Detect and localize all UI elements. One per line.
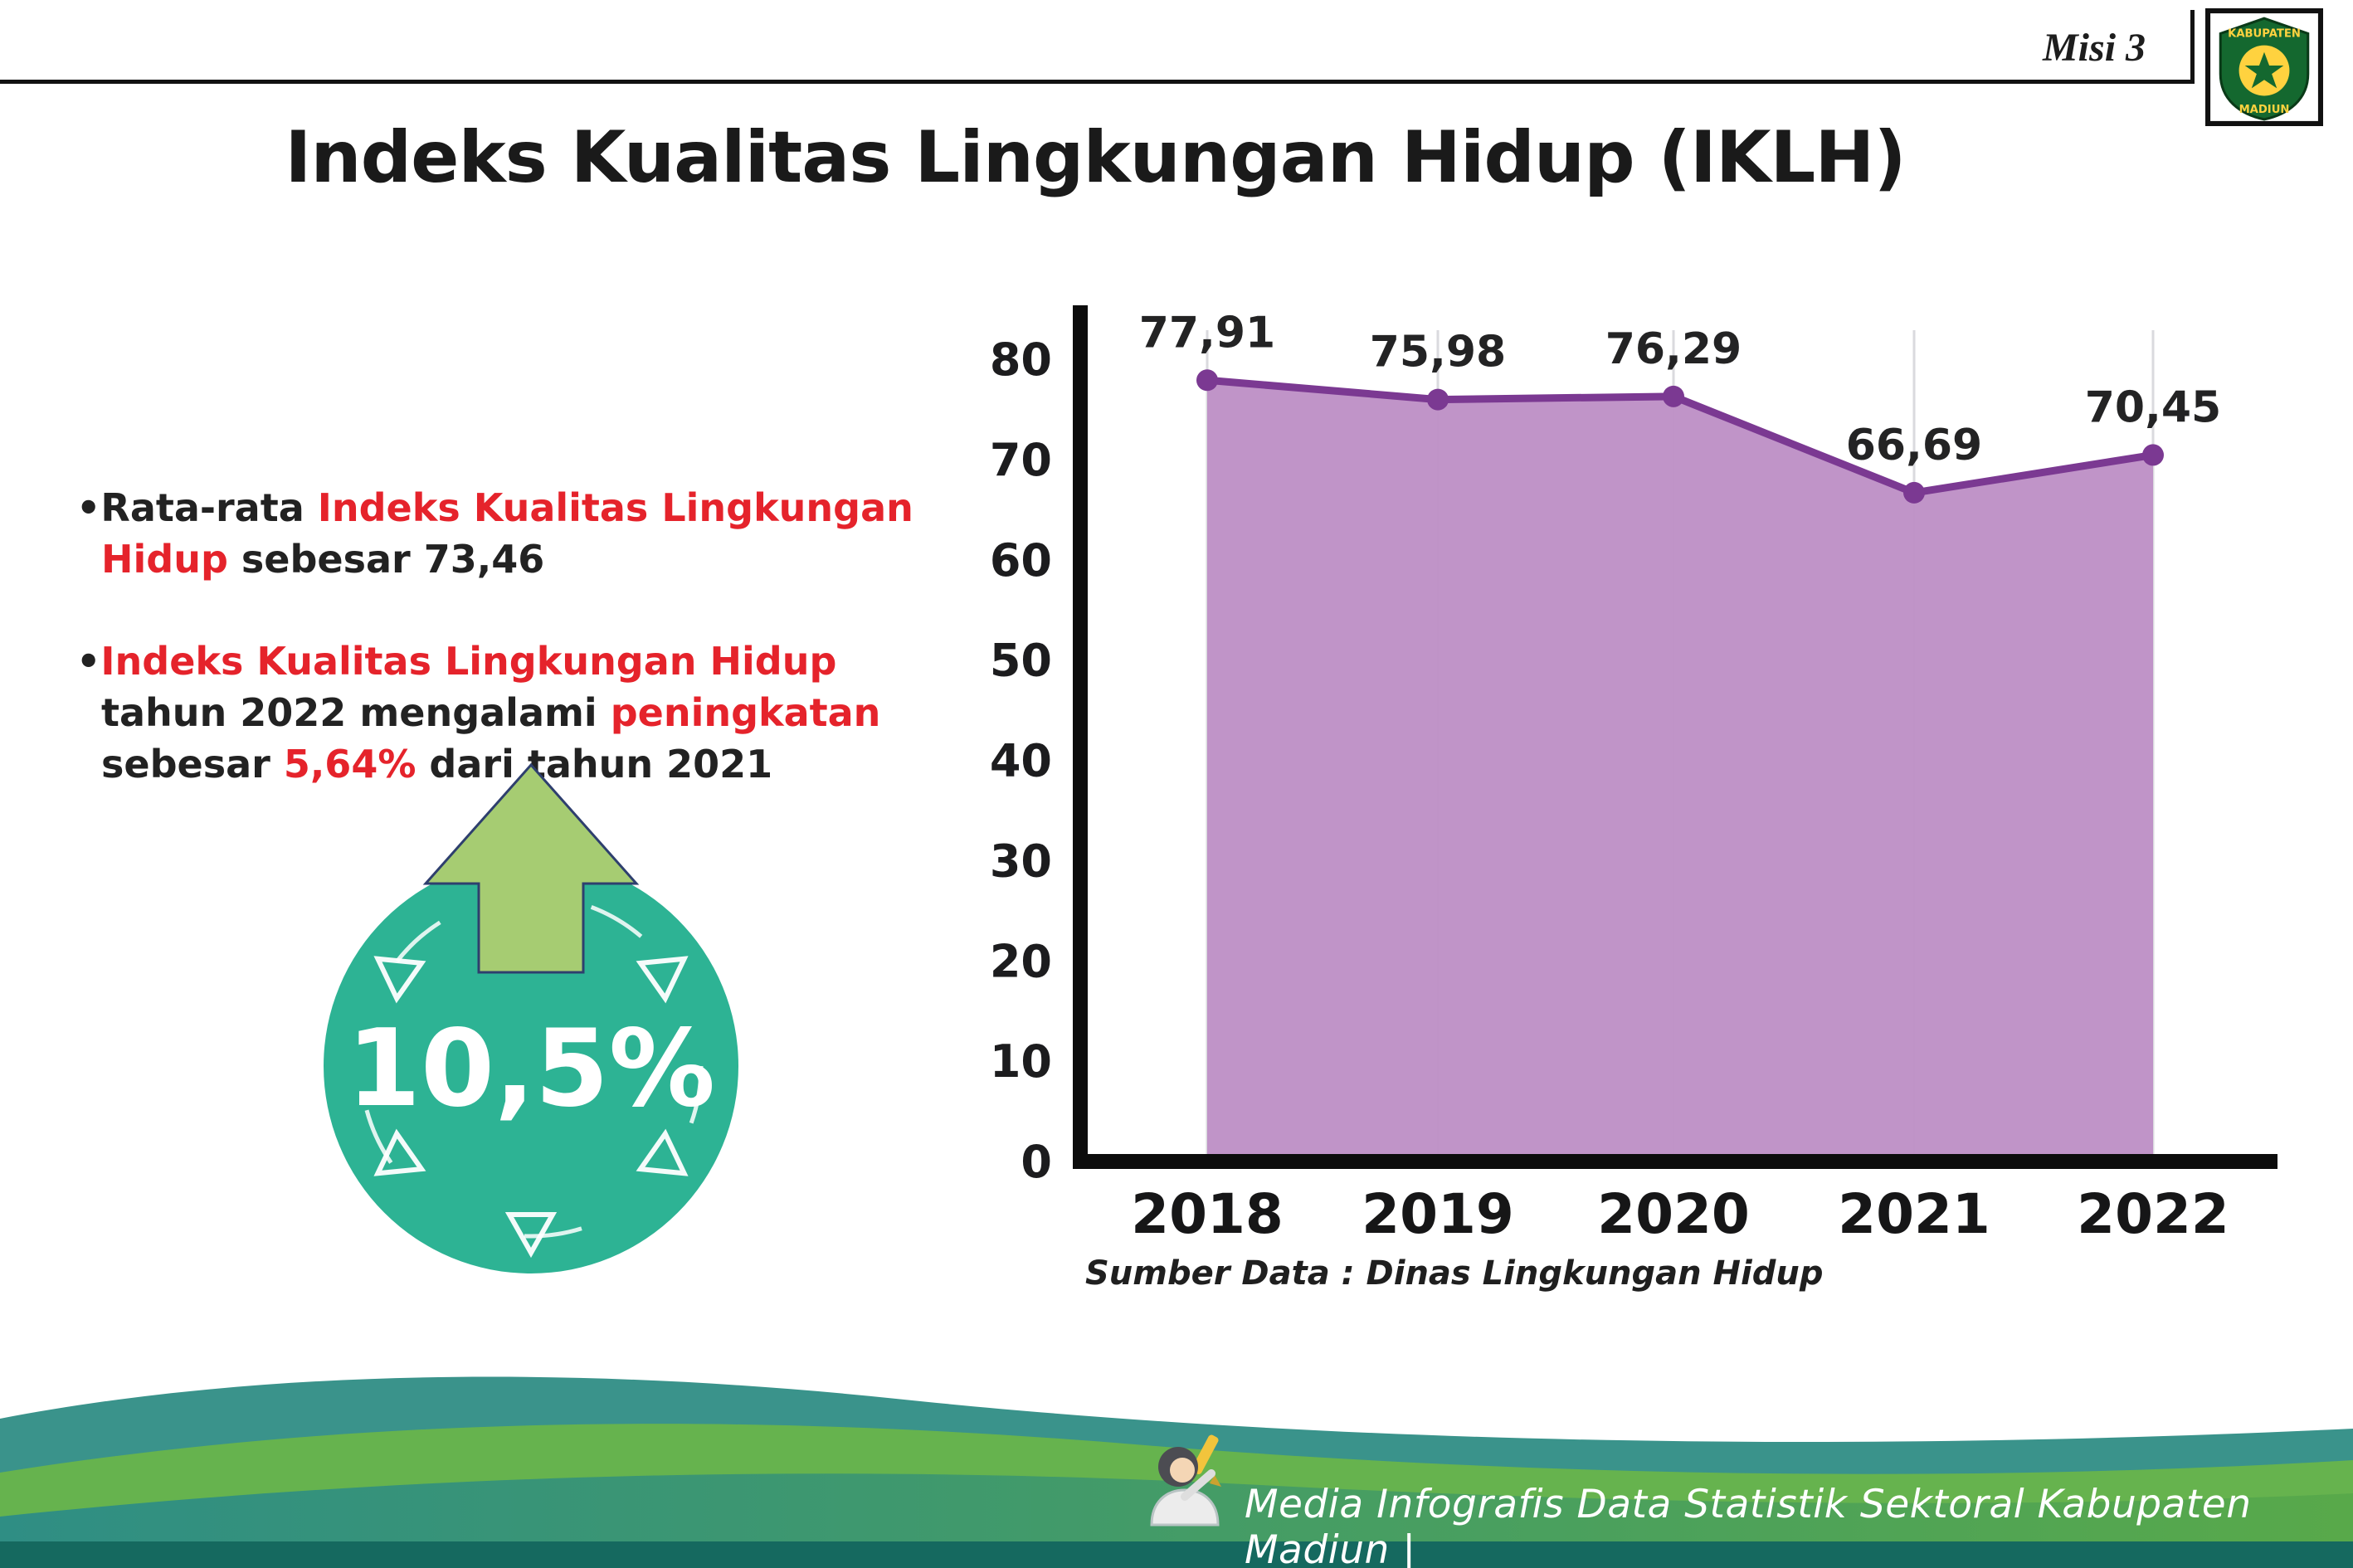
footer-strip bbox=[0, 1541, 2353, 1568]
data-point bbox=[2142, 444, 2164, 466]
y-axis bbox=[1073, 305, 1088, 1169]
y-tick-label: 30 bbox=[990, 835, 1052, 887]
bullet-list: •Rata-rata Indeks Kualitas Lingkungan Hi… bbox=[76, 483, 968, 841]
bullet-text-segment: 5,64% bbox=[283, 741, 417, 786]
footer-caption: Media Infografis Data Statistik Sektoral… bbox=[1245, 1482, 2252, 1568]
data-label: 77,91 bbox=[1139, 308, 1275, 358]
misi-label: Misi 3 bbox=[2043, 26, 2146, 70]
data-label: 70,45 bbox=[2085, 382, 2221, 432]
badge-circle bbox=[324, 859, 738, 1273]
bullet-text-segment: sebesar 73,46 bbox=[227, 536, 545, 582]
bullet-marker: • bbox=[76, 485, 101, 530]
badge-tick-triangle bbox=[373, 956, 426, 1004]
logo-text-top: KABUPATEN bbox=[2228, 27, 2301, 40]
data-label: 76,29 bbox=[1605, 324, 1742, 374]
badge-tick-triangle bbox=[636, 956, 689, 1004]
badge-tick-triangle bbox=[504, 1212, 558, 1259]
bullet-text-segment: tahun 2022 mengalami bbox=[101, 689, 611, 735]
area-fill bbox=[1207, 380, 2153, 1157]
bullet-text-segment: sebesar bbox=[101, 741, 284, 786]
logo-bracket bbox=[2190, 10, 2195, 84]
up-arrow-icon bbox=[422, 762, 640, 974]
y-tick-label: 80 bbox=[990, 334, 1052, 386]
bullet-text-segment: Indeks Kualitas Lingkungan Hidup bbox=[101, 485, 913, 582]
x-tick-label: 2018 bbox=[1131, 1182, 1284, 1246]
badge-tick-triangle bbox=[636, 1128, 689, 1176]
y-tick-label: 60 bbox=[990, 534, 1052, 587]
data-label: 75,98 bbox=[1370, 328, 1506, 377]
y-tick-label: 20 bbox=[990, 935, 1052, 987]
bullet-marker: • bbox=[76, 639, 101, 684]
x-axis bbox=[1073, 1154, 2277, 1169]
badge-value: 10,5% bbox=[347, 1007, 715, 1131]
bullet-item: •Rata-rata Indeks Kualitas Lingkungan Hi… bbox=[76, 483, 968, 585]
bullet-text-segment: Rata-rata bbox=[100, 485, 318, 530]
x-tick-label: 2022 bbox=[2077, 1182, 2229, 1246]
y-tick-label: 70 bbox=[990, 434, 1052, 486]
kabupaten-madiun-logo: KABUPATEN MADIUN bbox=[2205, 8, 2323, 126]
badge-dashed-ring bbox=[358, 894, 704, 1239]
logo-text-bottom: MADIUN bbox=[2239, 104, 2290, 116]
bullet-item: •Indeks Kualitas Lingkungan Hidup tahun … bbox=[76, 636, 968, 790]
iklh-area-chart: 0 10 20 30 40 50 60 70 80 2018 2019 2020 2021 2022 77,… bbox=[990, 305, 2277, 1246]
source-caption: Sumber Data : Dinas Lingkungan Hidup bbox=[1085, 1254, 1824, 1293]
x-tick-label: 2019 bbox=[1362, 1182, 1514, 1246]
x-tick-label: 2020 bbox=[1597, 1182, 1750, 1246]
data-point bbox=[1427, 388, 1449, 411]
badge-tick-triangle bbox=[373, 1128, 426, 1176]
increase-badge: 10,5% bbox=[324, 762, 738, 1273]
bullet-text-segment: peningkatan bbox=[610, 689, 881, 735]
data-point bbox=[1903, 481, 1925, 504]
data-point bbox=[1663, 385, 1684, 407]
bullet-text-segment: Indeks Kualitas Lingkungan Hidup bbox=[100, 639, 837, 684]
mascot-icon bbox=[1150, 1434, 1221, 1527]
x-tick-label: 2021 bbox=[1838, 1182, 1990, 1246]
page-title: Indeks Kualitas Lingkungan Hidup (IKLH) bbox=[285, 116, 1906, 199]
data-point bbox=[1196, 369, 1218, 392]
logo-star bbox=[2244, 51, 2284, 89]
y-tick-label: 50 bbox=[990, 635, 1052, 687]
y-tick-label: 0 bbox=[1021, 1136, 1052, 1188]
header-rule bbox=[0, 80, 2192, 84]
y-tick-label: 40 bbox=[990, 735, 1052, 787]
y-tick-label: 10 bbox=[990, 1035, 1052, 1088]
bullet-text-segment: dari tahun 2021 bbox=[416, 741, 773, 786]
data-label: 66,69 bbox=[1846, 421, 1982, 470]
